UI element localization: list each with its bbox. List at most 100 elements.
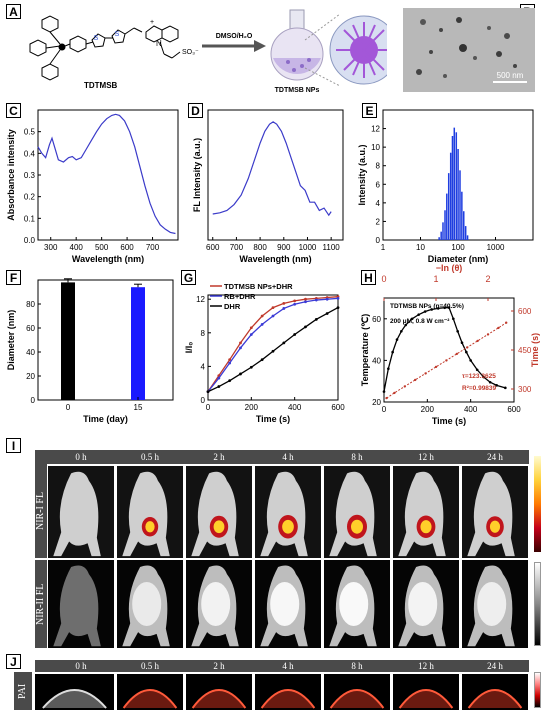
chart-h-point	[430, 308, 433, 311]
chart-h-fit-tau: τ=123.3625	[462, 373, 496, 380]
svg-text:S: S	[115, 31, 120, 38]
pai-image	[191, 689, 247, 709]
chart-h-top-label: −ln (θ)	[436, 263, 463, 273]
chart-h-fit-point	[497, 326, 500, 330]
pai-colorbar	[534, 672, 541, 708]
panel-label-g: G	[181, 270, 196, 285]
chart-g-point	[217, 385, 221, 388]
svg-text:S: S	[94, 35, 99, 42]
top-tick-label: 2	[485, 274, 490, 284]
y-tick-label: 8	[201, 329, 206, 338]
chart-g-point	[336, 306, 340, 309]
chart-d-frame	[207, 109, 344, 241]
pai-cell	[35, 674, 114, 710]
chart-e-bar	[449, 152, 452, 240]
chart-h-fit-point	[414, 378, 417, 382]
x-tick-label: 0	[382, 405, 387, 414]
chart-g-point	[293, 333, 297, 336]
chart-g-point	[314, 298, 318, 302]
x-tick-label: 600	[331, 403, 345, 412]
chart-h-fit-point	[424, 372, 427, 375]
nir-i-mouse-image	[122, 471, 170, 557]
y-tick-label: 0	[376, 236, 381, 245]
chart-d-ylabel: FL Intensity (a.u.)	[192, 138, 202, 212]
x-tick-label: 1	[381, 243, 386, 252]
y-tick-label: 20	[372, 398, 381, 407]
y-tick-label: 300	[518, 385, 532, 394]
x-tick-label: 200	[421, 405, 435, 414]
chart-h-point	[404, 323, 407, 327]
nir-i-label: NIR-I FL	[35, 464, 47, 558]
chart-h-point	[469, 359, 472, 362]
chart-g-point	[260, 358, 264, 362]
nir-i-mouse-image	[260, 471, 308, 557]
chart-h-fit-point	[486, 333, 490, 336]
y-tick-label: 8	[376, 162, 381, 171]
time-label: 4 h	[282, 661, 294, 671]
pai-cell	[393, 674, 459, 710]
panel-label-a: A	[6, 4, 21, 19]
nir-i-cell	[117, 466, 183, 558]
time-label: 4 h	[282, 452, 294, 462]
y-tick-label: 0.5	[24, 128, 36, 137]
chart-g-series-line	[207, 297, 339, 393]
tdtmsb-structure	[29, 15, 181, 81]
panel-label-e: E	[362, 103, 377, 118]
chart-e-bar	[451, 136, 454, 240]
chart-f-ylabel: Diameter (nm)	[6, 310, 16, 371]
chart-g-point	[271, 306, 275, 309]
chart-h-fit-point	[403, 385, 406, 388]
time-label: 0.5 h	[141, 452, 159, 462]
nir-ii-mouse-image	[191, 565, 239, 647]
nir-ii-mouse-image	[122, 565, 170, 647]
time-label: 2 h	[213, 452, 225, 462]
panel-label-d: D	[188, 103, 203, 118]
chart-h-point	[482, 375, 485, 379]
chart-h-point	[436, 307, 440, 310]
chart-h-fit-point	[445, 359, 448, 362]
chart-g-point	[325, 312, 329, 315]
panel-label-i: I	[6, 438, 21, 453]
tem-scalebar: 500 nm	[497, 71, 524, 80]
chart-g-series-line	[207, 307, 339, 393]
chart-e-bar	[444, 210, 446, 240]
charts-area: 300 400 500 600 7000.00.10.20.30.40.5Wavelen…	[6, 109, 540, 426]
x-tick-label: 10	[416, 243, 425, 252]
x-tick-label: 700	[146, 243, 160, 252]
y-tick-label: 4	[376, 199, 381, 208]
chart-g-point	[239, 341, 242, 345]
y-tick-label: 0.0	[24, 236, 36, 245]
x-tick-label: 1000	[299, 243, 317, 252]
y-tick-label: 12	[196, 295, 205, 304]
chart-g-point	[239, 372, 242, 376]
panel-j-header	[35, 660, 529, 672]
y-tick-label: 12	[371, 125, 380, 134]
nir-ii-cell	[117, 560, 183, 648]
chart-g-point	[293, 302, 297, 306]
chart-h-fit-point	[466, 346, 469, 349]
y-tick-label: 600	[518, 307, 532, 316]
time-label: 8 h	[351, 452, 363, 462]
chart-g-point	[206, 390, 210, 393]
y-tick-label: 0.2	[24, 193, 36, 202]
nir-i-mouse-image	[467, 471, 515, 557]
chart-h-fit-point	[393, 391, 396, 395]
panel-a-scheme: S S N + SO₃⁻ TDTMSB DMSO/H₂O TDTMSB NPs	[29, 9, 387, 94]
chart-h-point	[391, 350, 394, 354]
chart-e-bar	[453, 127, 456, 240]
chart-h-fit-point	[476, 339, 479, 343]
x-tick-label: 15	[134, 403, 143, 412]
chart-h-fit-r2: R²=0.99839	[462, 385, 497, 392]
chart-h-y2label: Time (s)	[530, 333, 540, 367]
x-tick-label: 300	[44, 243, 58, 252]
time-label: 0.5 h	[141, 661, 159, 671]
pai-image	[260, 689, 316, 709]
chart-h-fit-point	[455, 352, 458, 356]
x-tick-label: 100	[451, 243, 465, 252]
y-tick-label: 40	[26, 348, 35, 357]
nir-i-mouse-image	[329, 471, 377, 557]
y-tick-label: 20	[26, 372, 35, 381]
chart-h-point	[443, 306, 446, 310]
chart-g-point	[282, 341, 286, 345]
chart-g-legend-label: TDTMSB NPs+DHR	[224, 282, 293, 291]
